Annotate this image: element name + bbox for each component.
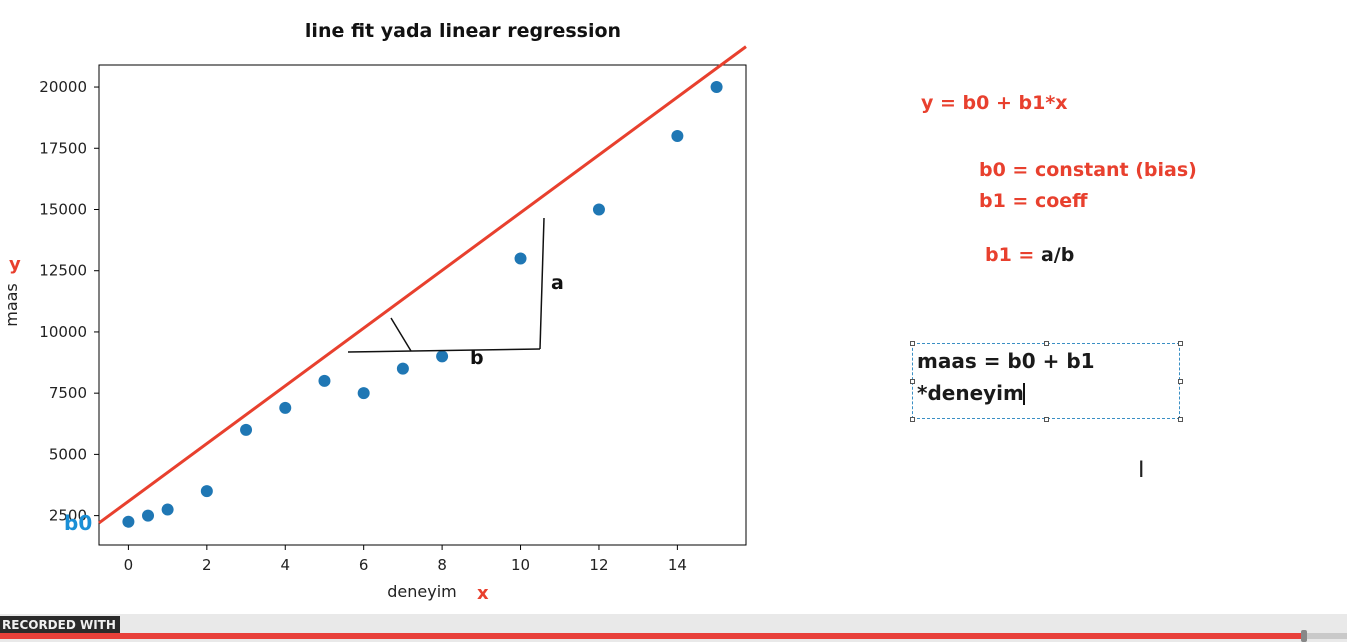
recorder-watermark: RECORDED WITH [0,616,120,634]
y-marker: y [9,254,21,275]
triangle-b-side [347,348,541,353]
x-tick-label: 10 [511,556,530,574]
x-axis-label: deneyim [387,582,456,601]
x-tick-label: 4 [280,556,290,574]
data-point [710,81,723,94]
angle-mark [390,317,412,352]
b1-formula-value: a/b [1040,244,1075,266]
x-marker: x [477,583,489,604]
x-tick-label: 8 [437,556,447,574]
slope-triangle [347,217,545,353]
resize-handle-bl[interactable] [910,417,915,422]
data-point [122,515,135,528]
data-point [357,387,370,400]
text-cursor-icon: I [1138,458,1145,483]
resize-handle-br[interactable] [1178,417,1183,422]
x-tick-label: 6 [359,556,369,574]
data-point [142,509,155,522]
progress-fill [0,633,1304,639]
textbox-line-1[interactable]: maas = b0 + b1 [917,349,1095,373]
data-point [436,350,449,363]
data-point [318,374,331,387]
text-caret [1023,383,1025,405]
b1-formula-prefix: b1 = [985,244,1041,266]
resize-handle-mr[interactable] [1178,379,1183,384]
x-tick-label: 2 [202,556,212,574]
resize-handle-tr[interactable] [1178,341,1183,346]
y-tick-label: 2500 [49,507,87,525]
data-point [592,203,605,216]
resize-handle-bm[interactable] [1044,417,1049,422]
annotation-textbox[interactable]: maas = b0 + b1 *deneyim [910,341,1183,422]
data-point [671,130,684,143]
resize-handle-tl[interactable] [910,341,915,346]
b0-label: b0 [64,511,92,535]
regression-line [98,45,747,525]
x-axis-ticks: 0 2 4 6 8 10 12 14 [124,545,687,574]
equation-note: y = b0 + b1*x [921,92,1068,114]
chart-title: line fit yada linear regression [305,20,621,42]
b-label: b [470,347,484,369]
y-tick-label: 5000 [49,445,87,463]
x-tick-label: 14 [668,556,687,574]
b0-definition: b0 = constant (bias) [979,159,1197,181]
b1-formula: b1 = a/b [985,244,1074,266]
textbox-line-2[interactable]: *deneyim [917,381,1024,405]
triangle-a-side [539,217,545,350]
data-point [240,423,253,436]
y-axis-ticks: 2500 5000 7500 10000 12500 15000 17500 20000 [39,78,99,525]
progress-handle[interactable] [1300,630,1307,642]
data-point [396,362,409,375]
data-point [514,252,527,265]
y-tick-label: 17500 [39,139,87,157]
a-label: a [551,272,564,294]
data-point [200,485,213,498]
plot-area [98,64,747,546]
x-tick-label: 12 [589,556,608,574]
data-point [161,503,174,516]
x-tick-label: 0 [124,556,134,574]
y-tick-label: 12500 [39,262,87,280]
scatter-points [122,81,723,528]
y-tick-label: 20000 [39,78,87,96]
y-tick-label: 7500 [49,384,87,402]
resize-handle-tm[interactable] [1044,341,1049,346]
y-axis-label: maas [2,283,21,327]
y-tick-label: 10000 [39,323,87,341]
y-tick-label: 15000 [39,200,87,218]
resize-handle-ml[interactable] [910,379,915,384]
b1-definition: b1 = coeff [979,190,1088,212]
data-point [279,401,292,414]
